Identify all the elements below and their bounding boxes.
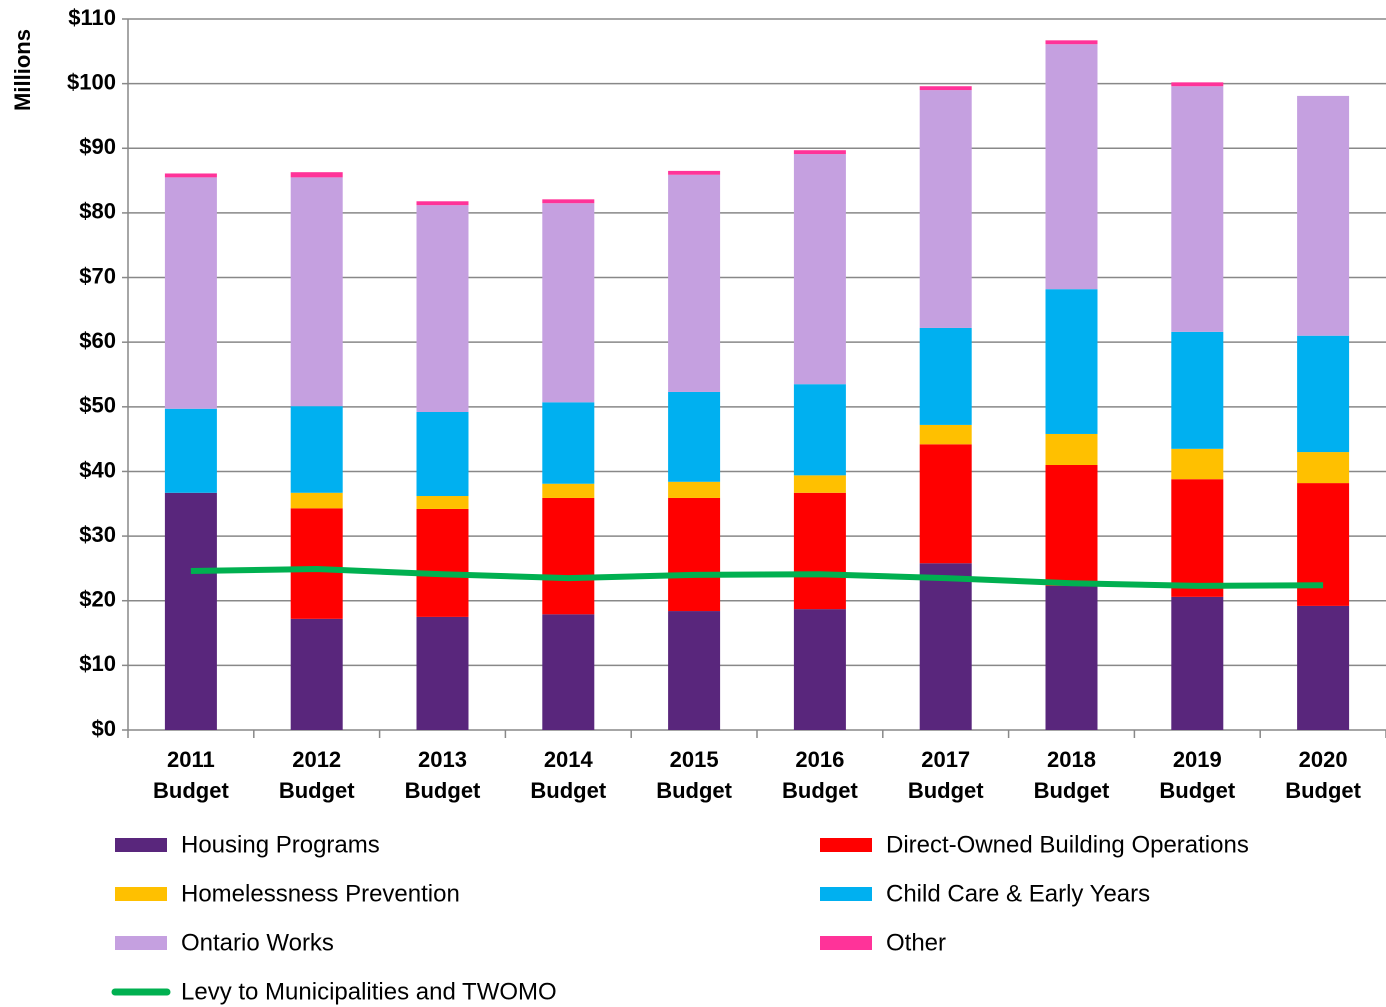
bar-segment [542, 497, 595, 615]
bar-segment [1171, 86, 1224, 332]
bar-segment [542, 203, 595, 403]
y-tick-label: $80 [79, 199, 116, 224]
legend-label: Levy to Municipalities and TWOMO [181, 978, 557, 1005]
bar-segment [1297, 335, 1350, 453]
x-tick-label: 2019 Budget [1159, 747, 1235, 803]
bar-segment [668, 174, 721, 392]
bar-segment [542, 199, 595, 204]
bar-segment [1045, 44, 1098, 290]
bar-segment [164, 177, 217, 409]
bar-segment [793, 384, 846, 476]
bar-segment [668, 391, 721, 482]
y-tick-label: $110 [68, 5, 116, 30]
y-tick-label: $20 [79, 587, 116, 612]
x-tick-label: 2016 Budget [782, 747, 858, 803]
bar-segment [542, 483, 595, 498]
legend-swatch [820, 887, 872, 901]
bar-segment [416, 201, 469, 206]
bar-segment [416, 205, 469, 412]
bar-segment [1297, 452, 1350, 484]
bar-segment [793, 475, 846, 493]
bar-segment [919, 563, 972, 730]
bar-segment [1045, 585, 1098, 730]
bar-segment [919, 90, 972, 328]
bar-segment [1297, 95, 1350, 336]
bar-segment [1171, 331, 1224, 449]
bar-segment [290, 492, 343, 509]
bar-segment [542, 614, 595, 730]
bar-segment [164, 492, 217, 730]
legend-swatch [115, 838, 167, 852]
y-tick-label: $90 [79, 134, 116, 159]
bar-segment [919, 444, 972, 564]
bar-segment [290, 177, 343, 407]
x-tick-label: 2020 Budget [1285, 747, 1361, 803]
bar-segment [793, 609, 846, 730]
bar-segment [919, 327, 972, 425]
x-tick-label: 2015 Budget [656, 747, 732, 803]
x-tick-label: 2014 Budget [530, 747, 606, 803]
bar-segment [1171, 596, 1224, 730]
x-tick-label: 2011 Budget [153, 747, 229, 803]
bar-segment [1045, 433, 1098, 465]
bar-segment [793, 150, 846, 155]
x-tick-label: 2012 Budget [279, 747, 355, 803]
legend-label: Homelessness Prevention [181, 880, 460, 907]
x-tick-label: 2013 Budget [405, 747, 481, 803]
bar-segment [1171, 479, 1224, 597]
y-tick-label: $50 [79, 393, 116, 418]
legend-swatch [820, 936, 872, 950]
legend-swatch [115, 887, 167, 901]
bar-segment [1171, 448, 1224, 480]
bar-segment [919, 86, 972, 91]
y-tick-label: $60 [79, 328, 116, 353]
bar-segment [668, 611, 721, 730]
line [190, 566, 1324, 589]
bar-segment [290, 508, 343, 619]
bar-segment [793, 492, 846, 610]
bar-segment [1045, 289, 1098, 434]
bar-segment [1171, 82, 1224, 87]
bar-segment [793, 154, 846, 385]
bar-segment [1045, 40, 1098, 45]
bar-segment [290, 618, 343, 730]
bar-segment [290, 172, 343, 178]
x-tick-label: 2018 Budget [1034, 747, 1110, 803]
x-tick-label: 2017 Budget [908, 747, 984, 803]
bar-segment [668, 497, 721, 612]
bar-segment [416, 616, 469, 730]
y-axis-label: Millions [10, 29, 35, 111]
y-tick-label: $40 [79, 457, 116, 482]
y-tick-label: $70 [79, 263, 116, 288]
legend-label: Direct-Owned Building Operations [886, 831, 1249, 858]
legend-label: Ontario Works [181, 929, 334, 956]
bar-segment [668, 481, 721, 498]
bar-segment [542, 402, 595, 484]
legend-label: Housing Programs [181, 831, 380, 858]
legend-label: Other [886, 929, 946, 956]
y-tick-label: $10 [79, 651, 116, 676]
bar-segment [1045, 464, 1098, 586]
bar-segment [416, 496, 469, 509]
bar-segment [416, 508, 469, 617]
bar-segment [416, 411, 469, 497]
bar-segment [290, 406, 343, 493]
legend-swatch [820, 838, 872, 852]
bar-segment [1297, 605, 1350, 730]
bar-segment [164, 408, 217, 493]
bar-segment [164, 173, 217, 178]
y-tick-label: $30 [79, 522, 116, 547]
bar-segment [919, 424, 972, 445]
y-tick-label: $100 [67, 69, 116, 94]
y-tick-label: $0 [92, 716, 116, 741]
legend-label: Child Care & Early Years [886, 880, 1150, 907]
bar-segment [668, 170, 721, 175]
legend-swatch [115, 936, 167, 950]
